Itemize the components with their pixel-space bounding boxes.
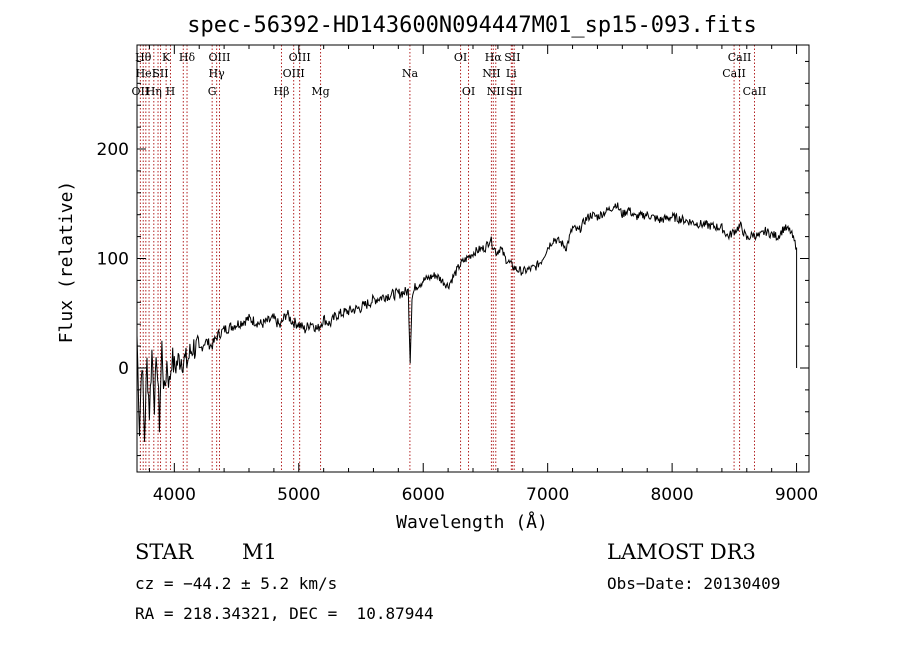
plot-frame [136,44,810,473]
spectral-line-label: OI [454,51,467,64]
x-tick-label: 5000 [277,485,320,505]
spectral-line-label: Mg [311,85,329,98]
spectral-line-label: OI [462,85,475,98]
coordinates: RA = 218.34321, DEC = 10.87944 [135,604,434,623]
spectral-line-label: NII [487,85,505,98]
obs-date: Obs−Date: 20130409 [607,574,781,593]
y-tick-label: 0 [118,359,129,379]
spectral-line-label: Na [402,67,419,80]
spectral-line-label: Hβ [274,85,290,98]
spectral-line-label: Hθ [135,51,152,64]
spectral-line-label: OIII [289,51,311,64]
spectral-line-markers [139,45,755,472]
survey-name: LAMOST DR3 [607,540,756,564]
spectral-line-label: OII [132,85,150,98]
spectral-line-label: HeI [136,67,156,80]
spectral-line-label: Li [506,67,517,80]
spectral-line-label: Hα [485,51,503,64]
flux-series-line [136,202,798,442]
spectral-line-label: CaII [722,67,746,80]
x-tick-label: 4000 [153,485,196,505]
spectral-line-label: Hδ [179,51,196,64]
x-axis-ticks: 4000 5000 6000 7000 8000 9000 [148,45,818,505]
y-axis-label: Flux (relative) [56,181,77,344]
spectral-line-label: Hη [146,85,162,98]
spectral-line-label: OIII [208,51,230,64]
y-tick-label: 100 [97,250,129,270]
spectral-line-label: G [208,85,217,98]
x-tick-label: 7000 [526,485,569,505]
spectral-line-label: K [162,51,171,64]
spectral-line-label: CaII [743,85,767,98]
spectral-line-label: SII [506,85,522,98]
object-class: STAR [135,540,194,564]
spectral-line-labels: OII Hθ HeI Hη SII K H Hδ G Hγ OIII Hβ OIII OIII Mg Na OI… [132,51,767,98]
object-subclass: M1 [242,540,277,564]
spectral-line-label: H [166,85,176,98]
spectral-line-label: SII [504,51,520,64]
x-tick-label: 9000 [775,485,818,505]
spectral-line-label: CaII [728,51,752,64]
redshift-cz: cz = −44.2 ± 5.2 km/s [135,574,338,593]
y-tick-label: 200 [97,140,129,160]
spectral-line-label: NII [482,67,500,80]
x-axis-label: Wavelength (Å) [396,511,548,533]
spectral-line-label: OIII [283,67,305,80]
x-tick-label: 8000 [650,485,693,505]
spectral-line-label: SII [152,67,168,80]
y-axis-ticks: 0 100 200 [97,60,809,457]
x-tick-label: 6000 [402,485,445,505]
chart-title: spec-56392-HD143600N094447M01_sp15-093.f… [187,13,757,38]
spectral-line-label: Hγ [209,67,226,80]
